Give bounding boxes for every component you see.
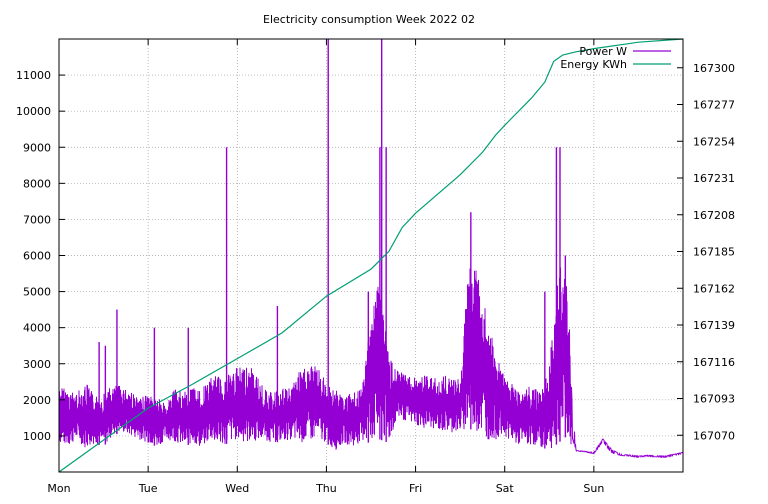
legend-label-energy: Energy KWh bbox=[560, 58, 627, 71]
y2-tick-label: 167070 bbox=[693, 429, 735, 442]
y-tick-label: 2000 bbox=[23, 394, 51, 407]
chart-title: Electricity consumption Week 2022 02 bbox=[263, 13, 475, 26]
x-tick-label: Thu bbox=[315, 482, 337, 495]
x-tick-label: Wed bbox=[225, 482, 249, 495]
legend-label-power: Power W bbox=[579, 45, 627, 58]
y-tick-label: 11000 bbox=[16, 69, 51, 82]
y2-tick-label: 167277 bbox=[693, 99, 735, 112]
y2-tick-label: 167093 bbox=[693, 393, 735, 406]
x-tick-label: Sat bbox=[496, 482, 515, 495]
y2-tick-label: 167139 bbox=[693, 319, 735, 332]
y2-tick-label: 167116 bbox=[693, 356, 735, 369]
energy-series-line bbox=[58, 38, 684, 473]
y2-tick-label: 167162 bbox=[693, 282, 735, 295]
axes: Mon Tue Wed Thu Fri Sat Sun 1000 2000 3000 4000 500… bbox=[16, 39, 735, 495]
x-tick-label: Mon bbox=[47, 482, 70, 495]
y-tick-label: 7000 bbox=[23, 213, 51, 226]
y-tick-label: 9000 bbox=[23, 141, 51, 154]
x-tick-label: Fri bbox=[409, 482, 422, 495]
x-tick-label: Tue bbox=[138, 482, 158, 495]
legend: Power W Energy KWh bbox=[560, 45, 671, 71]
y-tick-label: 5000 bbox=[23, 286, 51, 299]
y-tick-label: 8000 bbox=[23, 177, 51, 190]
x-tick-label: Sun bbox=[583, 482, 604, 495]
y2-tick-label: 167208 bbox=[693, 209, 735, 222]
y2-tick-label: 167300 bbox=[693, 62, 735, 75]
y2-tick-label: 167231 bbox=[693, 172, 735, 185]
y-tick-label: 6000 bbox=[23, 250, 51, 263]
y2-tick-label: 167185 bbox=[693, 246, 735, 259]
power-series-line bbox=[58, 267, 684, 459]
y-tick-label: 10000 bbox=[16, 105, 51, 118]
y-tick-label: 1000 bbox=[23, 430, 51, 443]
grid bbox=[59, 39, 683, 472]
y-tick-label: 4000 bbox=[23, 322, 51, 335]
power-series bbox=[58, 39, 684, 459]
y2-tick-label: 167254 bbox=[693, 135, 735, 148]
y-tick-label: 3000 bbox=[23, 358, 51, 371]
energy-series bbox=[58, 38, 684, 473]
